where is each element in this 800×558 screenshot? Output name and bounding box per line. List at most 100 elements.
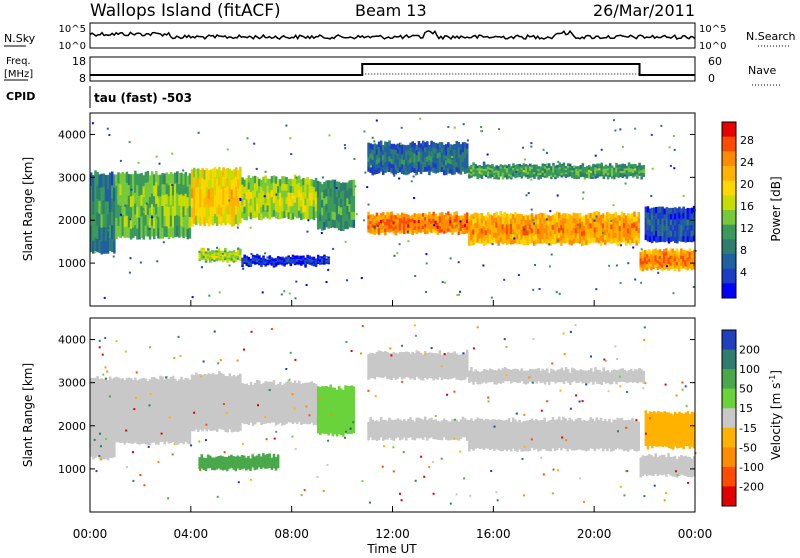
- speckle-cell: [398, 178, 400, 180]
- speckle-cell: [363, 130, 365, 132]
- heatmap-cell: [684, 466, 687, 470]
- heatmap-cell: [638, 212, 641, 218]
- freq-label-1: Freq.: [6, 56, 31, 67]
- speckle-cell: [528, 192, 530, 194]
- heatmap-cell: [646, 473, 649, 477]
- heatmap-cell: [638, 163, 641, 166]
- heatmap-cell: [239, 176, 242, 186]
- noise-tick-bottom: 10^0: [59, 41, 86, 52]
- heatmap-cell: [113, 444, 116, 458]
- speckle-cell: [104, 297, 106, 299]
- heatmap-cell: [665, 252, 668, 256]
- speckle-cell: [370, 165, 372, 167]
- heatmap-cell: [218, 248, 221, 250]
- speckle-cell: [201, 266, 203, 268]
- speckle-cell: [345, 241, 347, 243]
- heatmap-cell: [216, 259, 219, 261]
- heatmap-cell: [353, 188, 356, 196]
- freq-label-2: [MHz]: [4, 69, 33, 80]
- y-tick-label: 2000: [58, 214, 86, 227]
- heatmap-cell: [638, 431, 641, 436]
- speckle-cell: [399, 243, 401, 245]
- speckle-cell: [108, 229, 110, 231]
- heatmap-cell: [384, 232, 387, 236]
- speckle-cell: [613, 119, 615, 121]
- heatmap-cell: [659, 471, 662, 475]
- heatmap-cell: [239, 412, 242, 422]
- heatmap-cell: [678, 457, 681, 461]
- speckle-cell: [530, 179, 532, 181]
- heatmap-cell: [672, 262, 675, 266]
- heatmap-cell: [646, 267, 649, 271]
- speckle-cell: [143, 211, 145, 213]
- heatmap-cell: [672, 470, 675, 474]
- speckle-cell: [473, 217, 475, 219]
- speckle-cell: [602, 232, 604, 234]
- noise-left-label: N.Sky: [4, 32, 36, 45]
- speckle-cell: [151, 216, 153, 218]
- heatmap-cell: [638, 222, 641, 228]
- speckle-cell: [407, 231, 409, 233]
- heatmap-cell: [684, 459, 687, 463]
- speckle-cell: [363, 219, 365, 221]
- heatmap-cell: [659, 252, 662, 256]
- heatmap-cell: [652, 253, 655, 257]
- heatmap-cell: [684, 257, 687, 261]
- heatmap-cell: [640, 471, 643, 475]
- speckle-cell: [454, 127, 456, 129]
- heatmap-cell: [652, 460, 655, 464]
- noise-panel-frame: [90, 23, 695, 48]
- freq-trace: [90, 64, 695, 75]
- speckle-cell: [507, 223, 509, 225]
- noise-right-tick-top: 10^5: [699, 24, 726, 35]
- heatmap-cell: [638, 441, 641, 446]
- heatmap-cell: [563, 163, 566, 166]
- nave-tick-top: 60: [708, 55, 722, 68]
- speckle-cell: [480, 130, 482, 132]
- speckle-cell: [108, 134, 110, 136]
- speckle-cell: [172, 182, 174, 184]
- speckle-cell: [344, 144, 346, 146]
- speckle-cell: [374, 228, 376, 230]
- speckle-cell: [171, 184, 173, 186]
- speckle-cell: [256, 168, 258, 170]
- heatmap-cell: [548, 163, 551, 166]
- speckle-cell: [577, 226, 579, 228]
- heatmap-cell: [239, 383, 242, 393]
- heatmap-cell: [269, 255, 272, 257]
- speckle-cell: [518, 274, 520, 276]
- speckle-cell: [283, 290, 285, 292]
- heatmap-cell: [646, 462, 649, 466]
- noise-right-tick-bottom: 10^0: [699, 41, 726, 52]
- y-tick-label: 4000: [58, 128, 86, 141]
- speckle-cell: [640, 282, 642, 284]
- speckle-cell: [651, 134, 653, 136]
- heatmap-cell: [691, 267, 694, 271]
- speckle-cell: [670, 165, 672, 167]
- cpid-text: tau (fast) -503: [94, 91, 192, 105]
- speckle-cell: [377, 225, 379, 227]
- freq-tick-top: 18: [72, 55, 86, 68]
- speckle-cell: [149, 228, 151, 230]
- heatmap-cell: [638, 238, 641, 244]
- speckle-cell: [539, 288, 541, 290]
- speckle-cell: [456, 226, 458, 228]
- speckle-cell: [328, 219, 330, 221]
- heatmap-cell: [640, 252, 643, 256]
- speckle-cell: [229, 265, 231, 267]
- heatmap-cell: [609, 163, 612, 166]
- speckle-cell: [652, 168, 654, 170]
- speckle-cell: [625, 183, 627, 185]
- heatmap-cell: [684, 469, 687, 473]
- speckle-cell: [120, 214, 122, 216]
- speckle-cell: [356, 213, 358, 215]
- speckle-cell: [383, 169, 385, 171]
- speckle-cell: [524, 158, 526, 160]
- speckle-cell: [130, 257, 132, 259]
- speckle-cell: [306, 284, 308, 286]
- speckle-cell: [159, 163, 161, 165]
- speckle-cell: [450, 257, 452, 259]
- heatmap-cell: [691, 459, 694, 462]
- speckle-cell: [361, 277, 363, 279]
